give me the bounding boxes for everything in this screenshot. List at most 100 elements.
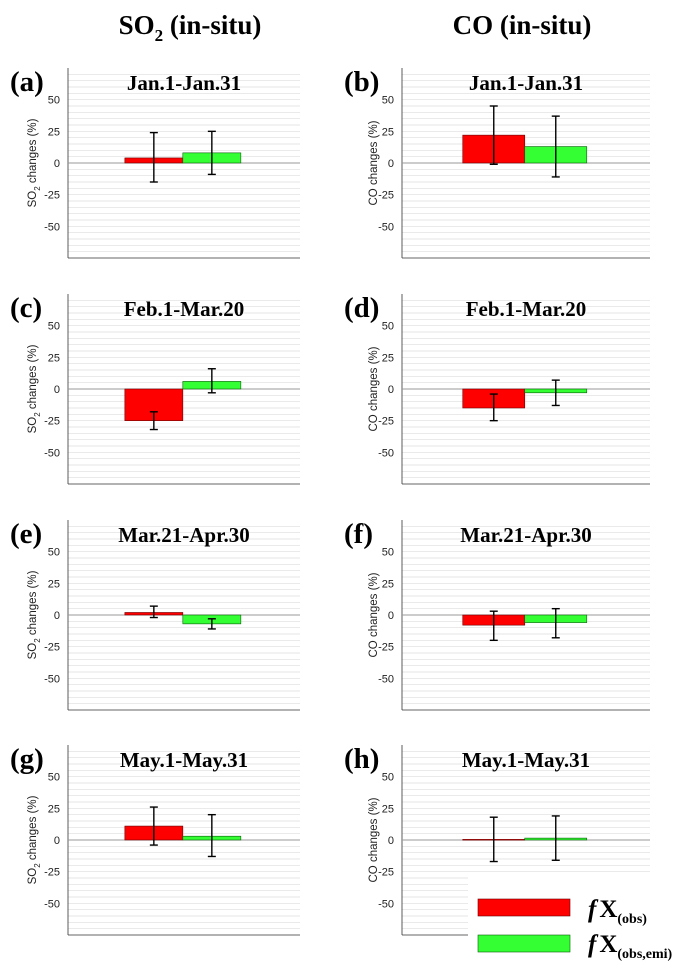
panel-title: Jan.1-Jan.31 xyxy=(127,71,241,95)
legend-obs-sub: (obs) xyxy=(617,912,647,927)
y-tick-label: 0 xyxy=(54,610,60,622)
panel-b: 50 25 0 -25 -50 CO changes (%) (b) Jan.1-Jan.31 xyxy=(344,66,650,259)
legend-label-obs: f X(obs) xyxy=(588,896,647,927)
error-bar xyxy=(489,610,498,642)
y-tick-label: -50 xyxy=(44,447,60,459)
y-tick-label: -50 xyxy=(378,447,394,459)
y-axis-label-main: SO xyxy=(27,191,39,208)
legend-obs-x: X xyxy=(599,896,617,923)
error-bar xyxy=(207,130,216,176)
y-tick-label: 50 xyxy=(48,547,60,559)
panel-title: Jan.1-Jan.31 xyxy=(469,71,583,95)
y-axis-label-main: SO xyxy=(27,868,39,885)
error-bar xyxy=(489,105,498,165)
left-column-header: SO2 (in-situ) xyxy=(119,10,262,45)
panel-a: 50 25 0 -25 -50 SO2 changes (%) (a) Jan.1-Jan.3… xyxy=(10,66,300,259)
y-axis-label-rest: changes (%) xyxy=(27,344,39,412)
panel-letter: (g) xyxy=(10,743,44,775)
y-axis-label-rest: changes (%) xyxy=(27,795,39,863)
y-tick-label: 50 xyxy=(382,547,394,559)
panel-letter: (f) xyxy=(344,518,373,550)
error-bar xyxy=(551,607,560,639)
panel-f: 50 25 0 -25 -50 CO changes (%) (f) Mar.21-Apr.3… xyxy=(344,518,650,711)
y-tick-label: -50 xyxy=(378,221,394,233)
y-tick-label: 0 xyxy=(54,835,60,847)
y-tick-label: -25 xyxy=(44,867,60,879)
panel-letter: (d) xyxy=(344,292,379,324)
panel-letter: (a) xyxy=(10,66,44,98)
y-axis-label: CO changes (%) xyxy=(368,120,380,205)
error-bar xyxy=(207,813,216,858)
y-axis-label-main: SO xyxy=(27,417,39,434)
y-axis-label: CO changes (%) xyxy=(368,346,380,431)
panel-letter: (c) xyxy=(10,292,42,324)
y-tick-label: 0 xyxy=(388,384,394,396)
y-tick-label: 50 xyxy=(48,321,60,333)
y-tick-label: -50 xyxy=(378,898,394,910)
y-tick-label: 0 xyxy=(388,158,394,170)
error-bar xyxy=(551,815,560,861)
error-bar xyxy=(551,115,560,178)
y-tick-label: -25 xyxy=(44,190,60,202)
legend-swatch-obs xyxy=(477,898,571,917)
y-axis-label-sub: 2 xyxy=(33,863,42,868)
error-bar xyxy=(207,618,216,630)
y-tick-label: -50 xyxy=(44,673,60,685)
panel-e: 50 25 0 -25 -50 SO2 changes (%) (e) Mar.21-Apr.… xyxy=(10,518,300,711)
y-axis-label: SO2 changes (%) xyxy=(27,118,42,207)
panel-d: 50 25 0 -25 -50 CO changes (%) (d) Feb.1-Mar.20 xyxy=(344,292,650,485)
y-axis-label-rest: changes (%) xyxy=(27,570,39,638)
y-axis-label-main: CO changes (%) xyxy=(368,346,380,431)
y-tick-label: 25 xyxy=(48,578,60,590)
error-bar xyxy=(149,411,158,431)
y-tick-label: -25 xyxy=(378,190,394,202)
y-axis-label-sub: 2 xyxy=(33,412,42,417)
panel-letter: (e) xyxy=(10,518,42,550)
y-tick-label: 25 xyxy=(382,126,394,138)
panel-h: 50 25 0 -25 -50 CO changes (%) (h) May.1-May.31 xyxy=(344,743,650,936)
panel-letter: (h) xyxy=(344,743,379,775)
y-axis-label: CO changes (%) xyxy=(368,572,380,657)
error-bar xyxy=(489,816,498,863)
y-tick-label: -50 xyxy=(44,898,60,910)
y-axis-label: SO2 changes (%) xyxy=(27,344,42,433)
legend-emi-f: f xyxy=(588,931,599,958)
y-axis-label-main: CO changes (%) xyxy=(368,572,380,657)
y-tick-label: 25 xyxy=(382,803,394,815)
y-tick-label: 25 xyxy=(382,352,394,364)
legend-obs-f: f xyxy=(588,896,599,923)
panel-title: Mar.21-Apr.30 xyxy=(460,523,591,547)
panel-g: 50 25 0 -25 -50 SO2 changes (%) (g) May.1-May.3… xyxy=(10,743,300,936)
legend: f X(obs) f X(obs,emi) xyxy=(468,876,673,964)
y-axis-label: CO changes (%) xyxy=(368,797,380,882)
panel-title: Feb.1-Mar.20 xyxy=(466,297,587,321)
left-header-rest: (in-situ) xyxy=(163,10,261,40)
y-tick-label: 0 xyxy=(388,610,394,622)
error-bar xyxy=(551,379,560,407)
y-tick-label: 0 xyxy=(54,158,60,170)
y-tick-label: 25 xyxy=(48,126,60,138)
y-tick-label: -25 xyxy=(378,867,394,879)
legend-emi-sub: (obs,emi) xyxy=(617,947,672,962)
left-header-main: SO xyxy=(119,10,155,40)
left-header-sub: 2 xyxy=(155,26,164,45)
legend-label-emi: f X(obs,emi) xyxy=(588,931,673,962)
y-tick-label: 25 xyxy=(382,578,394,590)
y-axis-label-sub: 2 xyxy=(33,186,42,191)
error-bar xyxy=(149,806,158,846)
y-tick-label: -25 xyxy=(44,642,60,654)
y-tick-label: -50 xyxy=(44,221,60,233)
right-column-header: CO (in-situ) xyxy=(453,10,592,40)
panel-title: Feb.1-Mar.20 xyxy=(124,297,245,321)
panel-title: May.1-May.31 xyxy=(120,748,248,772)
y-axis-label: SO2 changes (%) xyxy=(27,570,42,659)
y-tick-label: 0 xyxy=(388,835,394,847)
legend-swatch-emi xyxy=(477,934,571,953)
y-tick-label: 50 xyxy=(382,95,394,107)
y-axis-label-rest: changes (%) xyxy=(27,118,39,186)
panel-title: May.1-May.31 xyxy=(462,748,590,772)
legend-emi-x: X xyxy=(599,931,617,958)
y-tick-label: 25 xyxy=(48,352,60,364)
